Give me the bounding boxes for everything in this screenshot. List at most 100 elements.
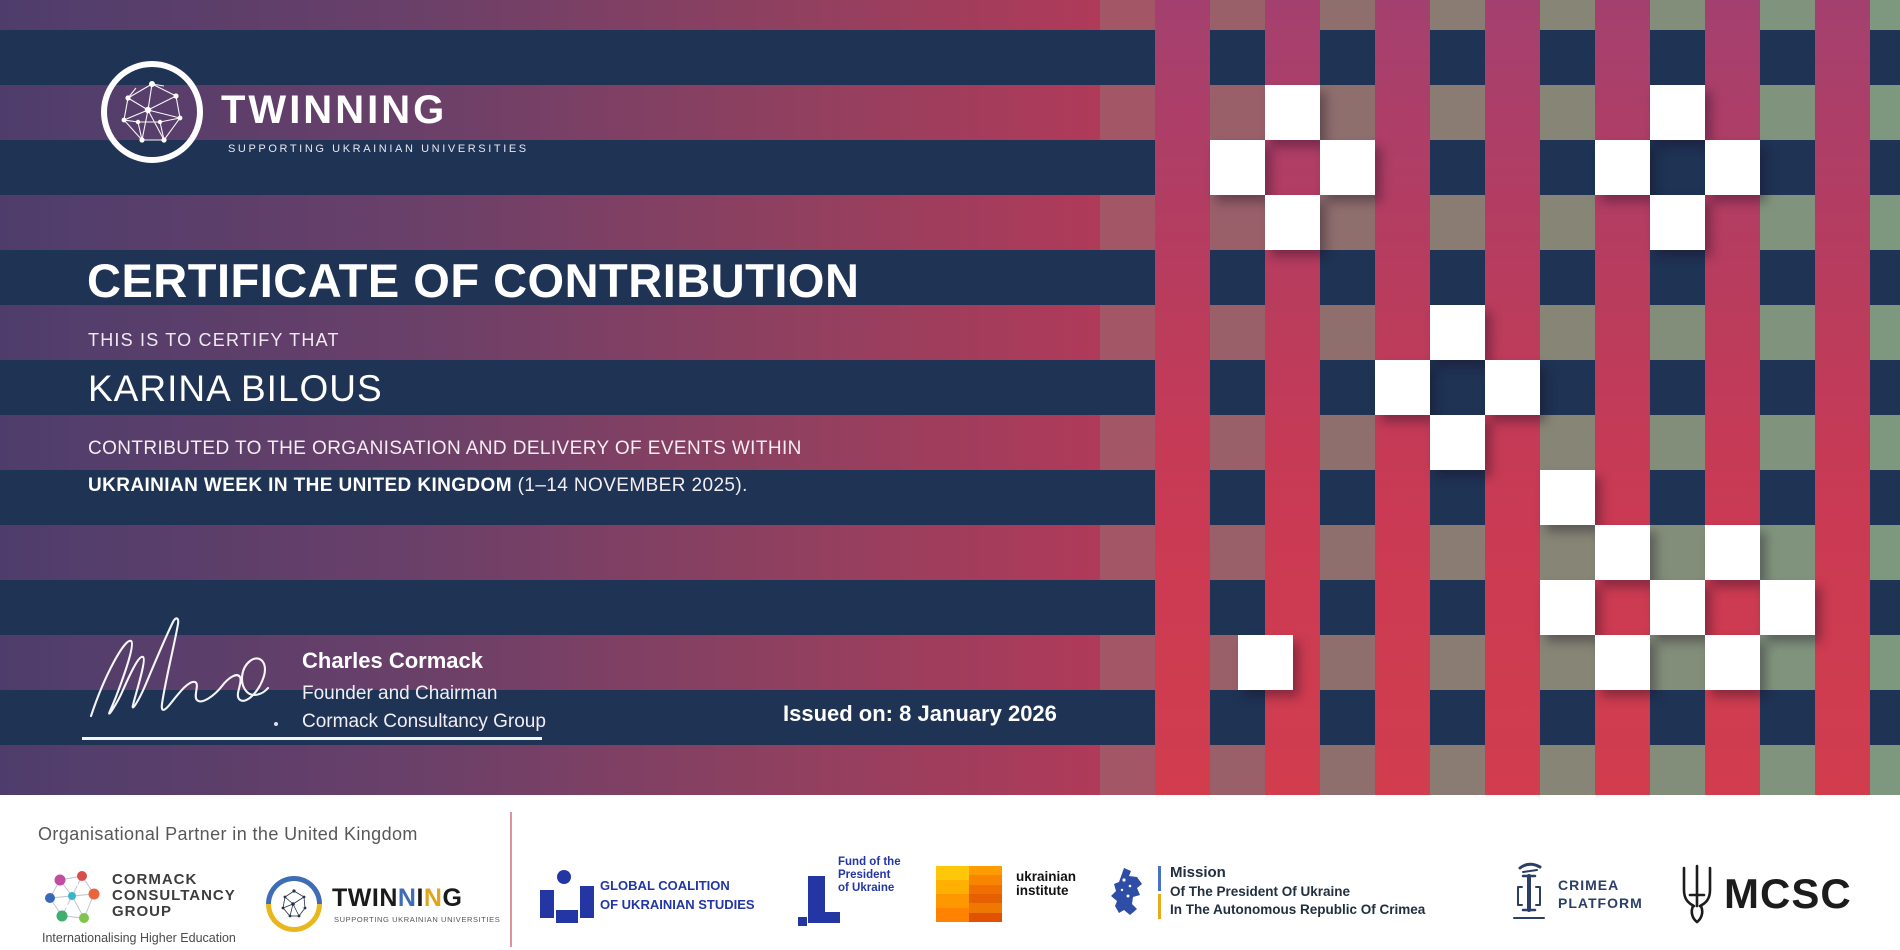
plaid-muted-cell — [1540, 635, 1595, 690]
signer-org: Cormack Consultancy Group — [302, 711, 546, 732]
plaid-muted-cell — [1210, 305, 1265, 360]
ui-square-right — [969, 866, 1002, 922]
fund-name: Fund of the President of Ukraine — [838, 856, 901, 895]
gcus-line1: GLOBAL COALITION — [600, 878, 730, 893]
crimea-line1: CRIMEA — [1558, 877, 1620, 893]
plaid-over-column — [1155, 0, 1210, 795]
stripe-navy — [0, 690, 1900, 745]
plaid-muted-cell — [1210, 85, 1265, 140]
plaid-muted-cell — [1320, 195, 1375, 250]
embroidery-white-square — [1760, 580, 1815, 635]
crimea-platform-icon — [1513, 862, 1545, 919]
embroidery-white-square — [1595, 525, 1650, 580]
twinning-logo — [98, 58, 206, 171]
ukrainian-institute-name: ukrainian institute — [1016, 870, 1076, 898]
plaid-muted-cell — [1650, 305, 1705, 360]
gcus-logo — [540, 868, 594, 931]
embroidery-white-square — [1238, 635, 1293, 690]
embroidery-white-square — [1595, 140, 1650, 195]
plaid-muted-cell — [1210, 415, 1265, 470]
plaid-muted-cell — [1650, 635, 1705, 690]
signer-role: Founder and Chairman — [302, 683, 498, 704]
twinning-footer-letter: N — [397, 884, 417, 912]
plaid-muted-cell — [1320, 85, 1375, 140]
plaid-muted-cell — [1320, 525, 1375, 580]
plaid-muted-cell — [1210, 195, 1265, 250]
mcsc-name: MCSC — [1724, 870, 1852, 917]
plaid-muted-cell — [1760, 415, 1815, 470]
gcus-icon — [540, 870, 594, 923]
plaid-muted-cell — [1100, 0, 1155, 30]
plaid-muted-cell — [1870, 195, 1900, 250]
plaid-muted-cell — [1760, 85, 1815, 140]
ui-line1: ukrainian — [1016, 869, 1077, 884]
plaid-muted-cell — [1320, 745, 1375, 795]
plaid-muted-cell — [1870, 305, 1900, 360]
plaid-muted-cell — [1540, 85, 1595, 140]
twinning-footer-letter: N — [379, 884, 398, 912]
plaid-muted-cell — [1100, 85, 1155, 140]
ccg-line1: CORMACK — [112, 871, 198, 888]
gcus-line2: OF UKRAINIAN STUDIES — [600, 897, 755, 912]
plaid-muted-cell — [1650, 745, 1705, 795]
mission-name: Mission Of The President Of Ukraine In T… — [1170, 864, 1425, 917]
mcsc-logo — [1678, 864, 1716, 929]
plaid-muted-cell — [1540, 745, 1595, 795]
embroidery-white-square — [1210, 140, 1265, 195]
embroidery-white-square — [1705, 525, 1760, 580]
plaid-muted-cell — [1320, 415, 1375, 470]
ccg-line2: CONSULTANCY — [112, 887, 236, 904]
fund-line1: Fund of the — [838, 856, 901, 868]
twinning-footer-name: TWINNING — [332, 884, 462, 913]
fund-line2: President — [838, 869, 891, 881]
twinning-footer-letter: I — [371, 884, 380, 912]
twinning-footer-letter: T — [332, 884, 348, 912]
plaid-muted-cell — [1650, 415, 1705, 470]
plaid-muted-cell — [1320, 0, 1375, 30]
signature-underline — [82, 737, 542, 740]
plaid-muted-cell — [1540, 415, 1595, 470]
twinning-footer-globe-icon — [271, 881, 317, 927]
embroidery-white-square — [1430, 305, 1485, 360]
embroidery-white-square — [1705, 140, 1760, 195]
plaid-muted-cell — [1760, 0, 1815, 30]
plaid-muted-cell — [1430, 635, 1485, 690]
plaid-muted-cell — [1870, 745, 1900, 795]
mission-bar-blue — [1158, 866, 1161, 891]
brand-name: TWINNING — [221, 88, 448, 132]
plaid-muted-cell — [1760, 635, 1815, 690]
mission-line1: Mission — [1170, 864, 1226, 881]
signer-name: Charles Cormack — [302, 648, 483, 673]
crimea-line2: PLATFORM — [1558, 895, 1643, 911]
embroidery-white-square — [1650, 85, 1705, 140]
fund-logo — [798, 876, 844, 933]
embroidery-white-square — [1485, 360, 1540, 415]
stripe-navy — [0, 30, 1900, 85]
plaid-muted-cell — [1870, 0, 1900, 30]
plaid-muted-cell — [1210, 525, 1265, 580]
plaid-muted-cell — [1100, 635, 1155, 690]
plaid-over-column — [1815, 0, 1870, 795]
ccg-tagline: Internationalising Higher Education — [42, 931, 236, 945]
embroidery-white-square — [1540, 470, 1595, 525]
ccg-globe-icon — [45, 871, 100, 923]
plaid-muted-cell — [1430, 745, 1485, 795]
fund-icon — [798, 876, 840, 926]
certificate-title: CERTIFICATE OF CONTRIBUTION — [87, 254, 860, 307]
ccg-name: CORMACK CONSULTANCY GROUP — [112, 872, 236, 920]
plaid-muted-cell — [1870, 415, 1900, 470]
certify-label: THIS IS TO CERTIFY THAT — [88, 330, 340, 350]
plaid-muted-cell — [1210, 745, 1265, 795]
twinning-footer-letter: G — [442, 884, 463, 912]
plaid-muted-cell — [1760, 745, 1815, 795]
embroidery-white-square — [1595, 635, 1650, 690]
gcus-name: GLOBAL COALITION OF UKRAINIAN STUDIES — [600, 876, 755, 914]
crimea-platform-name: CRIMEA PLATFORM — [1558, 876, 1643, 912]
embroidery-white-square — [1265, 195, 1320, 250]
ukrainian-institute-logo — [936, 866, 1002, 922]
mission-line2: Of The President Of Ukraine — [1170, 884, 1351, 899]
recipient-name: KARINA BILOUS — [88, 368, 383, 409]
plaid-muted-cell — [1540, 0, 1595, 30]
plaid-muted-cell — [1540, 195, 1595, 250]
